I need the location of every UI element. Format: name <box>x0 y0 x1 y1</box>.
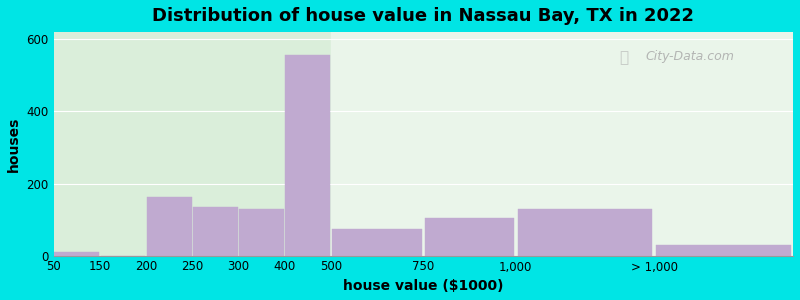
Y-axis label: houses: houses <box>7 116 21 172</box>
Text: ⦿: ⦿ <box>619 50 629 65</box>
X-axis label: house value ($1000): house value ($1000) <box>343 279 503 293</box>
Title: Distribution of house value in Nassau Bay, TX in 2022: Distribution of house value in Nassau Ba… <box>152 7 694 25</box>
Bar <box>54 252 99 256</box>
Bar <box>331 0 793 256</box>
Text: City-Data.com: City-Data.com <box>645 50 734 63</box>
Bar <box>425 218 514 256</box>
Bar <box>146 197 191 256</box>
Bar <box>286 56 330 256</box>
Bar <box>332 229 422 256</box>
Bar <box>518 209 652 256</box>
Bar <box>239 209 284 256</box>
Bar <box>193 207 238 256</box>
Bar <box>657 245 791 256</box>
